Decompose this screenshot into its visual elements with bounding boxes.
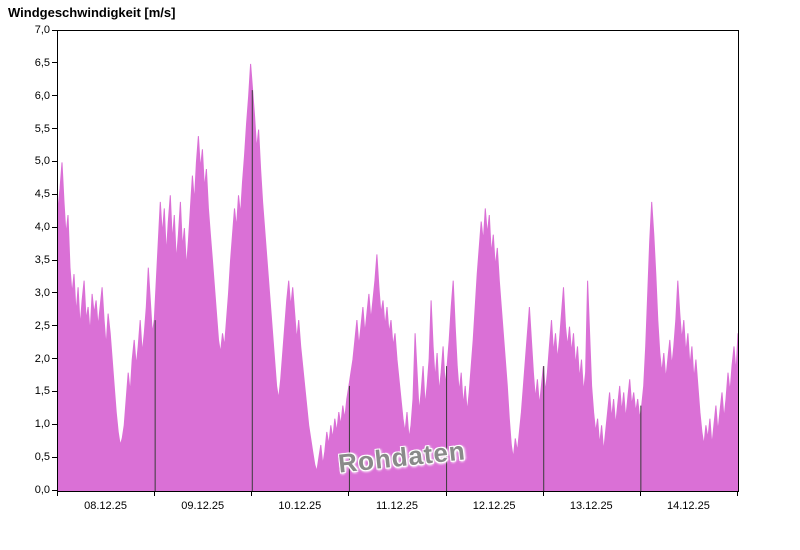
y-tick-label: 0,5 xyxy=(34,451,50,464)
x-tick-label: 12.12.25 xyxy=(472,500,516,512)
x-tick-label: 13.12.25 xyxy=(569,500,613,512)
y-tick-label: 1,0 xyxy=(34,418,50,431)
plot-area xyxy=(57,30,739,492)
y-tick-mark xyxy=(52,160,57,162)
y-tick-label: 4,0 xyxy=(34,221,50,234)
x-tick-mark xyxy=(445,491,447,496)
day-separator-lines xyxy=(154,90,642,491)
y-tick-label: 6,0 xyxy=(34,89,50,102)
y-tick-mark xyxy=(52,292,57,294)
y-tick-mark xyxy=(52,29,57,31)
y-tick-mark xyxy=(52,62,57,64)
y-tick-label: 1,5 xyxy=(34,385,50,398)
x-tick-mark xyxy=(154,491,156,496)
y-tick-mark xyxy=(52,193,57,195)
y-tick-label: 3,5 xyxy=(34,254,50,266)
y-tick-mark xyxy=(52,489,57,491)
x-tick-mark xyxy=(737,491,738,496)
x-tick-mark xyxy=(251,491,253,496)
y-tick-label: 6,5 xyxy=(34,56,50,69)
y-tick-mark xyxy=(52,358,57,360)
y-tick-mark xyxy=(52,456,57,458)
y-tick-mark xyxy=(52,423,57,425)
y-tick-label: 2,0 xyxy=(34,352,50,365)
x-tick-label: 14.12.25 xyxy=(667,500,710,512)
x-tick-mark xyxy=(542,491,544,496)
x-tick-label: 11.12.25 xyxy=(375,500,418,512)
x-tick-label: 10.12.25 xyxy=(278,500,322,512)
y-tick-label: 3,0 xyxy=(34,286,50,299)
wind-speed-area-chart xyxy=(58,63,738,491)
y-tick-mark xyxy=(52,259,57,261)
x-tick-mark xyxy=(639,491,641,496)
x-tick-mark xyxy=(348,491,350,496)
x-tick-label: 09.12.25 xyxy=(181,500,225,512)
y-tick-label: 5,5 xyxy=(34,122,50,135)
wind-speed-series xyxy=(58,63,738,491)
y-tick-mark xyxy=(52,95,57,97)
y-tick-label: 0,0 xyxy=(34,484,50,496)
y-tick-mark xyxy=(52,325,57,327)
y-tick-mark xyxy=(52,390,57,392)
y-tick-label: 7,0 xyxy=(34,24,50,36)
y-tick-label: 4,5 xyxy=(34,188,50,201)
y-tick-label: 5,0 xyxy=(34,155,50,168)
y-tick-label: 2,5 xyxy=(34,319,50,332)
y-tick-mark xyxy=(52,128,57,130)
x-tick-label: 08.12.25 xyxy=(84,500,127,512)
chart-title: Windgeschwindigkeit [m/s] xyxy=(8,5,176,20)
x-tick-mark xyxy=(57,491,58,496)
y-tick-mark xyxy=(52,226,57,228)
